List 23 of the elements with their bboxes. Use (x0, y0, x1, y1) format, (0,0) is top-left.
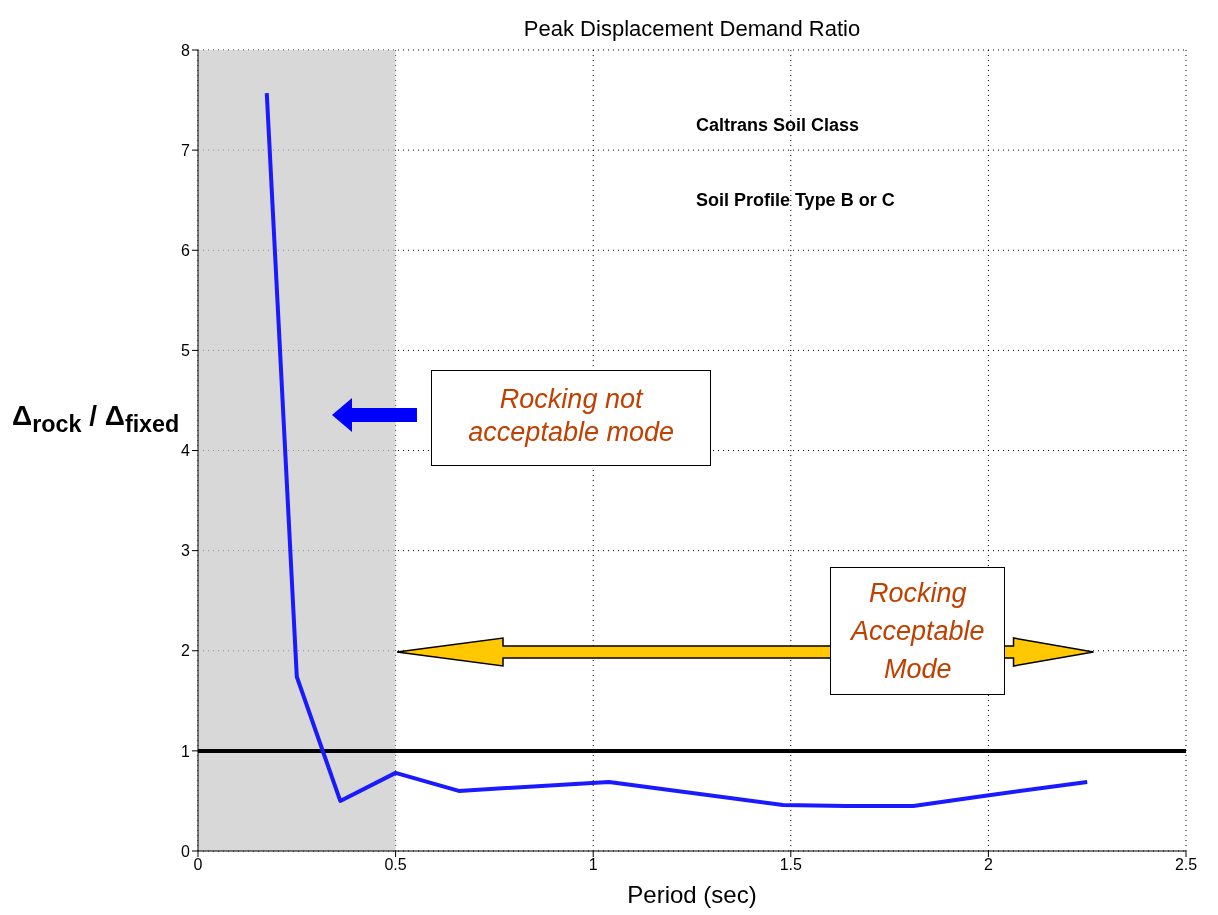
y-tick-label: 4 (181, 442, 191, 460)
x-tick-label: 0 (193, 856, 203, 874)
y-tick-label: 2 (181, 642, 191, 660)
annotation: Caltrans Soil Class (695, 115, 860, 137)
y-tick-label: 0 (181, 842, 191, 860)
line-series (264, 91, 1090, 808)
y-tick-label: 8 (181, 41, 191, 59)
x-axis-title: Period (sec) (626, 881, 758, 909)
y-tick-label: 7 (181, 141, 191, 159)
x-tick-label: 0.5 (384, 856, 407, 874)
x-tick-label: 1 (588, 856, 598, 874)
x-tick-label: 2.5 (1174, 856, 1198, 874)
y-tick-label: 1 (181, 742, 191, 760)
annotation: Soil Profile Type B or C (695, 190, 895, 212)
y-tick-label: 6 (181, 241, 191, 259)
annotation: Rocking not acceptable mode (431, 370, 712, 467)
x-tick-label: 2 (983, 856, 993, 874)
y-tick-label: 3 (181, 542, 191, 560)
annotation: Rocking Acceptable Mode (830, 566, 1006, 695)
x-tick-label: 1.5 (779, 856, 803, 874)
y-axis-title: Δ$_{rock}$ / Δ$_{fixed}$ (12, 400, 180, 439)
chart-title: Peak Displacement Demand Ratio (522, 16, 862, 42)
y-tick-label: 5 (181, 342, 191, 360)
